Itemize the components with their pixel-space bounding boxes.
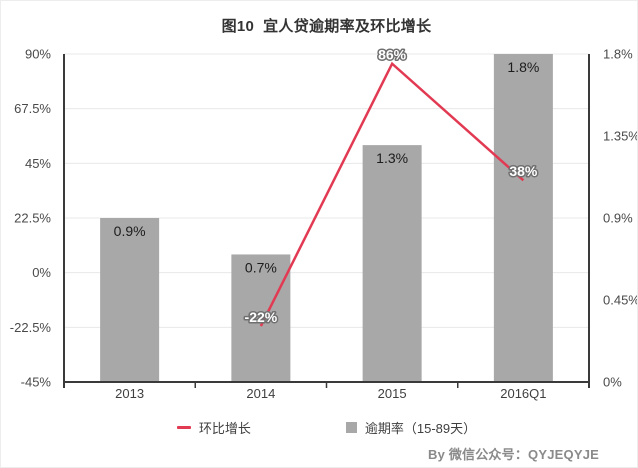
line-series bbox=[259, 61, 525, 327]
right-axis-tick-label: 0.9% bbox=[603, 211, 633, 226]
x-axis-label-2016Q1: 2016Q1 bbox=[500, 386, 546, 401]
right-axis-tick-label: 0% bbox=[603, 375, 622, 390]
left-axis-tick-label: 67.5% bbox=[14, 101, 51, 116]
left-axis-tick-label: 22.5% bbox=[14, 211, 51, 226]
bar-label-2015: 1.3% bbox=[376, 150, 408, 166]
legend-label-bar-series: 逾期率（15-89天） bbox=[364, 421, 477, 436]
line-label-2016Q1: 38% bbox=[509, 163, 538, 179]
bar-2014 bbox=[231, 254, 291, 382]
right-axis-tick-label: 1.35% bbox=[603, 129, 638, 144]
bar-2015 bbox=[362, 145, 422, 382]
x-axis-label-2013: 2013 bbox=[115, 386, 144, 401]
bar-label-2014: 0.7% bbox=[245, 259, 277, 275]
left-axis-tick-label: -22.5% bbox=[10, 320, 52, 335]
left-axis-tick-label: 90% bbox=[25, 47, 51, 62]
right-axis-tick-label: 0.45% bbox=[603, 293, 638, 308]
legend-label-line-series: 环比增长 bbox=[198, 421, 251, 436]
left-axis-tick-label: -45% bbox=[21, 375, 52, 390]
line-label-2014: -22% bbox=[245, 309, 278, 325]
byline: By 微信公众号：QYJEQYJE bbox=[428, 447, 599, 462]
bar-2013 bbox=[100, 218, 160, 382]
legend-item-line-series: 环比增长 bbox=[176, 418, 251, 437]
bar-series-marker-icon bbox=[345, 422, 357, 433]
bar-2016Q1 bbox=[493, 54, 553, 382]
line-label-2015: 86% bbox=[378, 47, 407, 63]
chart-title: 图10 宜人贷逾期率及环比增长 bbox=[221, 18, 432, 35]
bar-label-2016Q1: 1.8% bbox=[507, 59, 539, 75]
left-axis-tick-label: 45% bbox=[25, 156, 51, 171]
legend-item-bar-series: 逾期率（15-89天） bbox=[345, 418, 477, 437]
line-series-marker-icon bbox=[176, 426, 191, 429]
x-axis-label-2014: 2014 bbox=[246, 386, 275, 401]
bar-label-2013: 0.9% bbox=[114, 223, 146, 239]
chart-legend: 环比增长 逾期率（15-89天） bbox=[64, 418, 589, 437]
left-axis-tick-label: 0% bbox=[32, 265, 51, 280]
x-axis-label-2015: 2015 bbox=[378, 386, 407, 401]
right-axis-tick-label: 1.8% bbox=[603, 47, 633, 62]
